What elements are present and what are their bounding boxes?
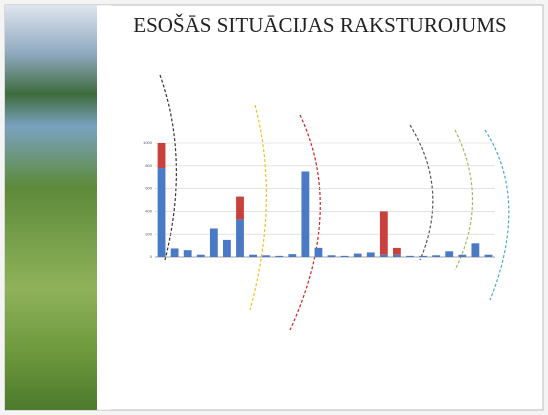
slide: ESOŠĀS SITUĀCIJAS RAKSTUROJUMS 020040060… [0, 0, 548, 415]
bar-segment [171, 248, 179, 257]
bar-segment [210, 229, 218, 258]
bar-segment [341, 256, 349, 257]
bar-segment [367, 252, 375, 257]
bar-segment [406, 256, 414, 257]
bar-segment [393, 255, 401, 257]
bar-segment [432, 255, 440, 257]
landscape-photo [5, 5, 97, 410]
bar-segment [158, 143, 166, 168]
page: {"chart_data": {"type": "bar", "title": … [0, 0, 548, 415]
bar-segment [223, 240, 231, 257]
bar-segment [158, 168, 166, 257]
bar-segment [315, 248, 323, 257]
bar-segment [301, 172, 309, 258]
y-tick-label: 200 [145, 231, 152, 236]
slide-title: ESOŠĀS SITUĀCIJAS RAKSTUROJUMS [133, 13, 506, 37]
bar-segment [380, 211, 388, 254]
bar-segment [236, 197, 244, 220]
bar-segment [275, 256, 283, 257]
bar-segment [354, 254, 362, 257]
bar-segment [458, 255, 466, 257]
bar-segment [328, 255, 336, 257]
bar-segment [249, 255, 257, 257]
bar-segment [288, 254, 296, 257]
bar-segment [485, 255, 493, 257]
y-tick-label: 800 [145, 163, 152, 168]
bar-segment [184, 250, 192, 257]
photo-fade [97, 5, 111, 410]
bar-segment [419, 256, 427, 257]
bar-segment [471, 243, 479, 257]
bar-segment [445, 251, 453, 257]
bar-segment [393, 248, 401, 255]
bar-segment [236, 219, 244, 257]
bar-segment [380, 255, 388, 257]
bar-segment [197, 255, 205, 257]
y-tick-label: 1000 [143, 140, 153, 145]
bar-segment [262, 255, 270, 257]
y-tick-label: 400 [145, 208, 152, 213]
y-tick-label: 600 [145, 186, 152, 191]
